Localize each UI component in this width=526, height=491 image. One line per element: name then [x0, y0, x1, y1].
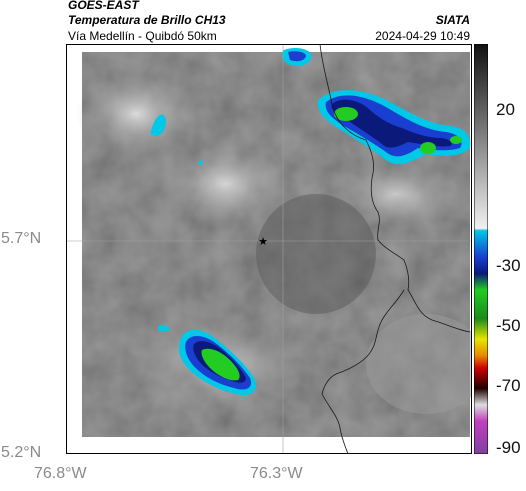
- satellite-map: ★: [66, 44, 472, 454]
- colorbar-label: 20: [496, 100, 515, 119]
- warm-patch: [326, 159, 466, 229]
- map-frame: [66, 44, 472, 454]
- cold-cloud-small: [150, 114, 166, 136]
- x-tick-label: 76.3°W: [250, 465, 303, 482]
- satellite-title: GOES-EAST: [68, 0, 139, 12]
- warm-patch: [156, 144, 296, 224]
- colorbar-label: -70: [496, 376, 521, 395]
- cold-cloud-ne: [317, 90, 471, 165]
- y-tick-label: 5.7°N: [1, 230, 42, 247]
- x-tick-label: 76.8°W: [34, 465, 87, 482]
- product-title: Temperatura de Brillo CH13: [68, 13, 226, 27]
- timestamp-label: 2024-04-29 10:49: [375, 29, 470, 43]
- warm-patch: [366, 314, 472, 414]
- colorbar: [474, 44, 488, 454]
- cold-cloud-top: [281, 48, 312, 66]
- colorbar-label: -30: [496, 256, 521, 275]
- cool-patch: [256, 194, 376, 314]
- warm-patch: [76, 74, 196, 154]
- colorbar-label: -50: [496, 316, 521, 335]
- agency-label: SIATA: [435, 13, 470, 27]
- admin-border: [319, 44, 471, 454]
- y-tick-label: 5.2°N: [1, 444, 42, 461]
- colorbar-label: -90: [496, 438, 521, 457]
- cold-cloud-dot: [198, 160, 203, 165]
- cold-cloud-sw: [158, 325, 256, 396]
- star-icon: ★: [258, 236, 268, 248]
- route-subtitle: Vía Medellín - Quibdó 50km: [68, 29, 217, 43]
